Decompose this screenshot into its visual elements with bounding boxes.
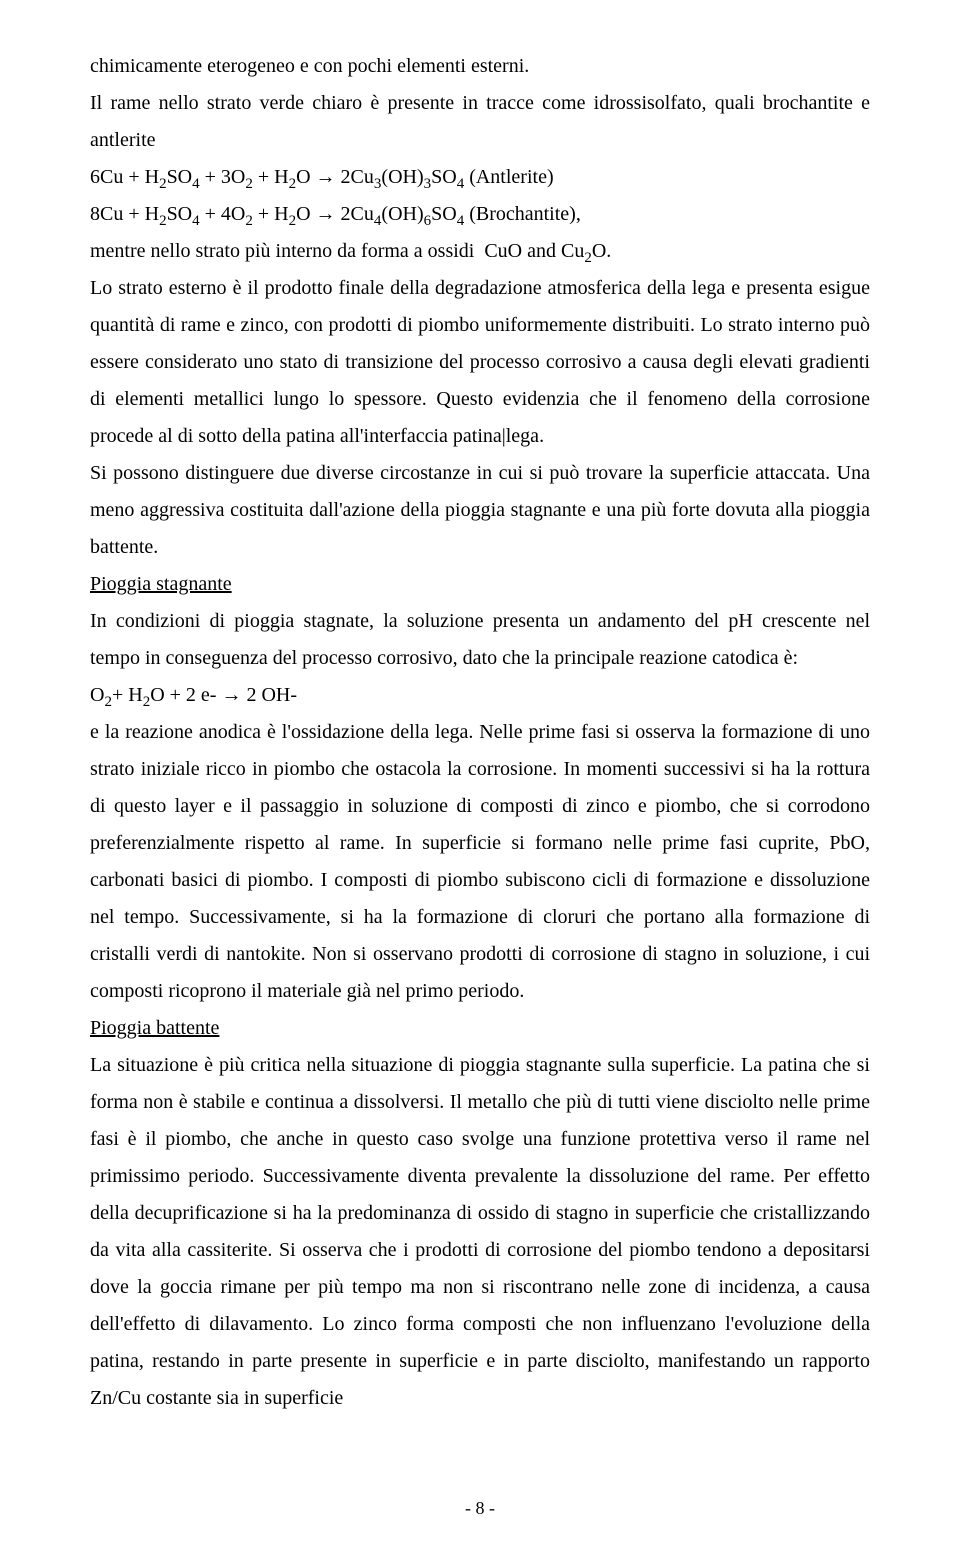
heading-pioggia-stagnante: Pioggia stagnante — [90, 566, 870, 603]
reaction-3: O2+ H2O + 2 e- → 2 OH- — [90, 677, 870, 714]
paragraph-6: e la reazione anodica è l'ossidazione de… — [90, 714, 870, 1010]
paragraph-2a: Il rame nello strato verde chiaro è pres… — [90, 85, 870, 159]
heading-pioggia-battente: Pioggia battente — [90, 1010, 870, 1047]
page-number: - 8 - — [465, 1498, 495, 1519]
reaction-2: 8Cu + H2SO4 + 4O2 + H2O → 2Cu4(OH)6SO4 (… — [90, 196, 870, 233]
paragraph-2b: mentre nello strato più interno da forma… — [90, 233, 870, 270]
document-body: chimicamente eterogeneo e con pochi elem… — [90, 48, 870, 1417]
paragraph-5: In condizioni di pioggia stagnate, la so… — [90, 603, 870, 677]
reaction-1: 6Cu + H2SO4 + 3O2 + H2O → 2Cu3(OH)3SO4 (… — [90, 159, 870, 196]
paragraph-7: La situazione è più critica nella situaz… — [90, 1047, 870, 1417]
paragraph-3: Lo strato esterno è il prodotto finale d… — [90, 270, 870, 455]
paragraph-1: chimicamente eterogeneo e con pochi elem… — [90, 48, 870, 85]
paragraph-4: Si possono distinguere due diverse circo… — [90, 455, 870, 566]
